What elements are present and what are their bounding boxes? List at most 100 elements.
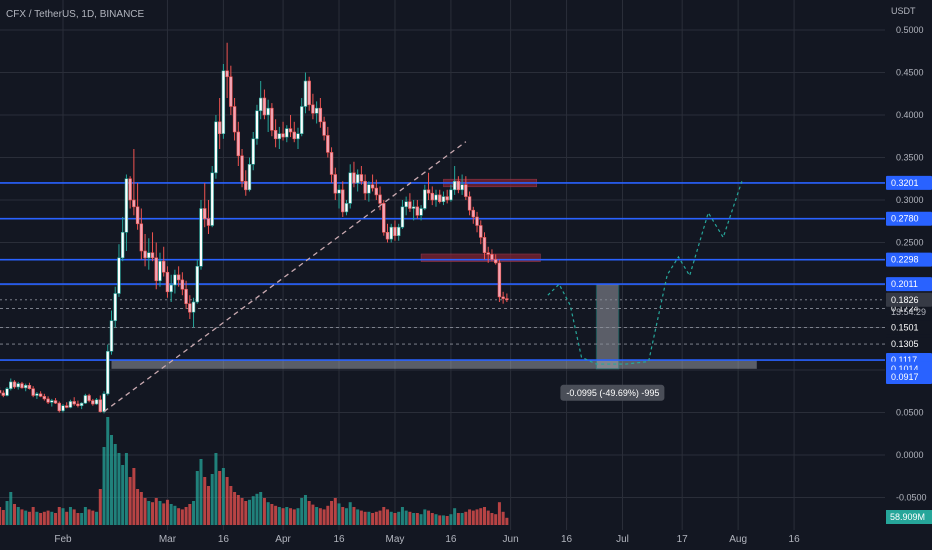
candle-body bbox=[273, 130, 278, 140]
volume-bar bbox=[240, 498, 244, 525]
volume-bar bbox=[438, 515, 442, 525]
volume-bar bbox=[333, 498, 337, 525]
candle-body bbox=[12, 381, 17, 388]
volume-bar bbox=[285, 507, 289, 525]
candle-body bbox=[61, 405, 65, 412]
volume-bar bbox=[363, 511, 367, 525]
volume-bar bbox=[352, 507, 356, 525]
candle-body bbox=[348, 172, 352, 204]
time-tick-label: 16 bbox=[218, 534, 230, 545]
candle-body bbox=[460, 184, 464, 191]
volume-bar bbox=[460, 513, 464, 525]
candle-body bbox=[456, 181, 461, 191]
candle-body bbox=[441, 196, 446, 203]
volume-bar bbox=[16, 507, 20, 525]
candle-body bbox=[221, 70, 226, 135]
volume-bar bbox=[91, 510, 95, 525]
candle-body bbox=[467, 196, 472, 211]
candle-body bbox=[270, 107, 274, 131]
volume-bar bbox=[468, 509, 472, 525]
candle-body bbox=[285, 128, 289, 138]
measure-tooltip-text: -0.0995 (-49.69%) -995 bbox=[566, 388, 659, 398]
candle-body bbox=[46, 398, 50, 403]
level-price-label-background bbox=[886, 337, 932, 352]
candle-body bbox=[430, 192, 434, 201]
candle-body bbox=[195, 265, 199, 303]
supply-box[interactable] bbox=[420, 253, 541, 262]
grid-lines bbox=[0, 0, 885, 530]
price-tick-label: -0.0500 bbox=[896, 493, 927, 503]
candle-body bbox=[501, 296, 505, 299]
support-zone[interactable] bbox=[111, 360, 757, 369]
volume-bar bbox=[501, 511, 505, 525]
candle-body bbox=[184, 288, 188, 304]
candle-body bbox=[370, 184, 375, 189]
candle-body bbox=[35, 393, 39, 396]
level-price-label-background bbox=[886, 252, 932, 267]
volume-bar bbox=[244, 501, 248, 525]
candle-body bbox=[359, 174, 364, 182]
level-price-label: 0.1014 bbox=[891, 364, 919, 374]
level-price-label: 0.1117 bbox=[891, 355, 917, 365]
volume-bar bbox=[106, 417, 110, 525]
volume-bar bbox=[248, 499, 251, 525]
candle-body bbox=[42, 396, 47, 400]
volume-bar bbox=[128, 477, 132, 525]
volume-bar bbox=[24, 510, 28, 525]
volume-bar bbox=[50, 511, 54, 525]
candle-body bbox=[344, 203, 349, 213]
volume-bar bbox=[404, 510, 408, 525]
volume-bar bbox=[322, 509, 326, 525]
volume-bar bbox=[456, 513, 460, 525]
volume-bar bbox=[453, 508, 457, 525]
volume-bar bbox=[136, 489, 140, 525]
volume-bar bbox=[292, 509, 296, 525]
level-price-label: 0.2298 bbox=[891, 255, 919, 265]
measure-box[interactable] bbox=[595, 283, 620, 370]
volume-bars bbox=[0, 417, 509, 525]
candle-body bbox=[120, 232, 125, 259]
volume-bar bbox=[344, 508, 348, 525]
level-price-label: 0.2780 bbox=[891, 214, 919, 224]
volume-bar bbox=[42, 511, 46, 525]
time-tick-label: Jul bbox=[616, 534, 629, 545]
candle-body bbox=[150, 252, 155, 259]
candle-body bbox=[23, 384, 28, 389]
volume-bar bbox=[1, 510, 5, 525]
volume-bar bbox=[419, 514, 423, 525]
volume-bar bbox=[337, 503, 341, 525]
volume-bar bbox=[449, 514, 453, 525]
price-tick-label: 0.0500 bbox=[896, 408, 924, 418]
measure-tooltip: -0.0995 (-49.69%) -995 bbox=[560, 384, 665, 401]
level-price-label-background bbox=[886, 277, 932, 292]
volume-bar bbox=[9, 492, 13, 525]
price-tick-label: 0.4000 bbox=[896, 110, 924, 120]
candle-body bbox=[341, 189, 345, 213]
volume-bar bbox=[423, 509, 427, 525]
trendline[interactable] bbox=[103, 141, 467, 413]
drawings-overlay[interactable] bbox=[103, 141, 743, 413]
candle-body bbox=[404, 201, 408, 208]
candle-body bbox=[318, 107, 323, 123]
level-price-label: 0.0917 bbox=[891, 372, 919, 382]
candle-body bbox=[307, 80, 311, 106]
volume-bar bbox=[434, 514, 438, 525]
volume-bar bbox=[494, 514, 498, 525]
candle-body bbox=[0, 390, 2, 394]
candle-body bbox=[258, 97, 263, 112]
horizontal-levels[interactable] bbox=[0, 182, 885, 361]
volume-bar bbox=[147, 501, 151, 525]
volume-bar bbox=[151, 502, 155, 525]
candle-body bbox=[464, 184, 468, 197]
volume-bar bbox=[382, 507, 386, 525]
current-price-label-background bbox=[886, 292, 932, 307]
time-axis[interactable]: Feb Mar 16 Apr 16 May 16 Jun 16 Jul 17 Aug 16 bbox=[54, 534, 800, 545]
volume-bar bbox=[27, 511, 31, 525]
volume-bar bbox=[367, 511, 371, 525]
symbol-title: CFX / TetherUS, 1D, BINANCE bbox=[6, 9, 145, 20]
candle-body bbox=[277, 133, 282, 140]
volume-bar bbox=[113, 444, 117, 525]
volume-bar bbox=[475, 509, 479, 525]
candle-body bbox=[124, 178, 129, 233]
